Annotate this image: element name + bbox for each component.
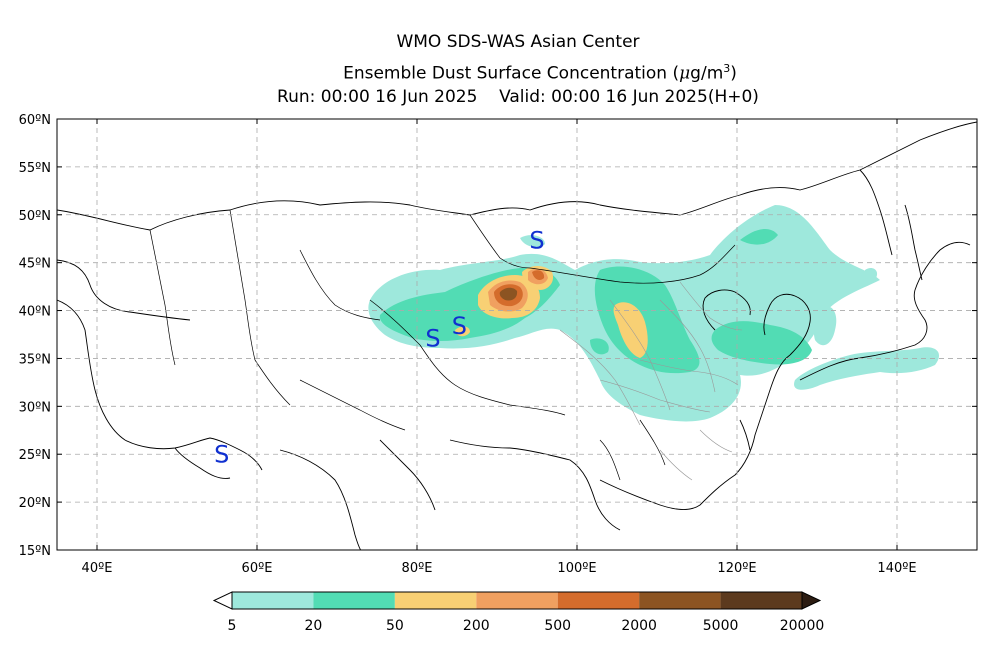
lat-tick-label: 30ºN — [19, 400, 51, 415]
colorbar-segment — [639, 592, 721, 609]
title-main: Ensemble Dust Surface Concentration ( — [343, 63, 680, 84]
colorbar-level-label: 5 — [228, 618, 237, 634]
station-marker-s: S — [529, 227, 544, 255]
lon-tick-label: 40ºE — [82, 561, 113, 576]
colorbar-segment — [313, 592, 395, 609]
lat-tick-label: 25ºN — [19, 448, 51, 463]
title-close: ) — [730, 63, 737, 84]
colorbar-level-label: 50 — [386, 618, 404, 634]
lat-tick-label: 55ºN — [19, 161, 51, 176]
colorbar — [212, 591, 822, 610]
lat-tick-label: 20ºN — [19, 496, 51, 511]
lon-tick-labels: 40ºE 60ºE 80ºE 100ºE 120ºE 140ºE — [82, 561, 917, 576]
station-marker-s: S — [425, 324, 440, 352]
colorbar-level-label: 5000 — [703, 618, 739, 634]
unit-rest: g/m — [690, 63, 724, 84]
run-label: Run: 00:00 16 Jun 2025 — [277, 87, 478, 107]
colorbar-level-label: 200 — [463, 618, 490, 634]
colorbar-segment — [557, 592, 640, 609]
title-line-1: WMO SDS-WAS Asian Center — [396, 32, 640, 52]
lat-tick-label: 35ºN — [19, 352, 51, 367]
unit-exponent: 3 — [723, 62, 731, 75]
lon-tick-label: 140ºE — [877, 561, 916, 576]
station-marker-s: S — [214, 440, 229, 468]
colorbar-segment — [476, 592, 558, 609]
colorbar-level-label: 500 — [544, 618, 571, 634]
lat-tick-label: 15ºN — [19, 544, 51, 559]
colorbar-labels: 5 20 50 200 500 2000 5000 20000 — [228, 618, 825, 634]
colorbar-segment — [720, 592, 802, 609]
title-line-3: Run: 00:00 16 Jun 2025 Valid: 00:00 16 J… — [18, 86, 1000, 108]
colorbar-level-label: 20 — [305, 618, 323, 634]
lon-tick-label: 100ºE — [557, 561, 596, 576]
province-borders — [559, 281, 743, 481]
colorbar-segment — [394, 592, 477, 609]
lat-tick-labels: 15ºN 20ºN 25ºN 30ºN 35ºN 40ºN 45ºN 50ºN 55ºN 60ºN — [19, 113, 51, 559]
lon-tick-label: 120ºE — [717, 561, 756, 576]
dust-shading — [368, 205, 940, 422]
lat-tick-label: 60ºN — [19, 113, 51, 128]
coastlines — [57, 121, 977, 550]
station-marker-s: S — [452, 312, 467, 340]
gridlines — [57, 119, 977, 550]
colorbar-frame — [231, 591, 803, 610]
tick-marks — [57, 118, 977, 551]
title-line-2: Ensemble Dust Surface Concentration (μg/… — [40, 58, 1000, 85]
lon-tick-label: 80ºE — [402, 561, 433, 576]
valid-label: Valid: 00:00 16 Jun 2025(H+0) — [499, 87, 759, 107]
unit-mu: μ — [679, 63, 691, 84]
lat-tick-label: 40ºN — [19, 305, 51, 320]
colorbar-extend-high — [801, 591, 822, 610]
colorbar-segment — [232, 592, 314, 609]
colorbar-level-label: 20000 — [780, 618, 825, 634]
map-frame — [56, 118, 978, 551]
country-borders — [149, 209, 736, 481]
colorbar-level-label: 2000 — [621, 618, 657, 634]
colorbar-extend-low — [212, 591, 233, 610]
lat-tick-label: 45ºN — [19, 257, 51, 272]
lon-tick-label: 60ºE — [242, 561, 273, 576]
lat-tick-label: 50ºN — [19, 209, 51, 224]
